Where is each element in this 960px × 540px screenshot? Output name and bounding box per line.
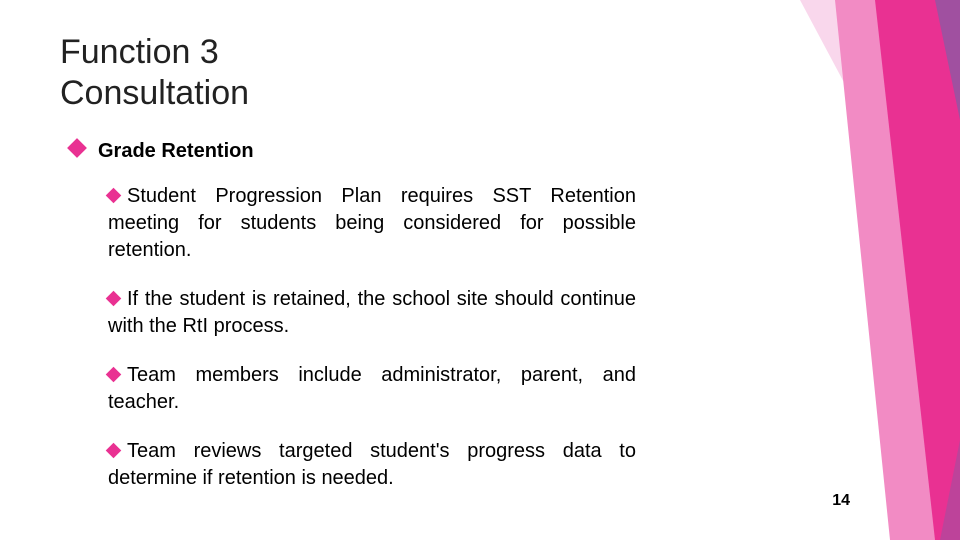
list-item: If the student is retained, the school s… xyxy=(108,286,636,340)
list-item: Student Progression Plan requires SST Re… xyxy=(108,183,636,264)
diamond-bullet-icon xyxy=(106,187,122,203)
list-item: Team reviews targeted student's progress… xyxy=(108,438,636,492)
level1-item: Grade Retention xyxy=(70,140,900,163)
list-item: Team members include administrator, pare… xyxy=(108,362,636,416)
slide-title: Function 3 Consultation xyxy=(60,32,900,114)
title-line1: Function 3 xyxy=(60,33,219,71)
page-number: 14 xyxy=(832,492,850,510)
diamond-bullet-icon xyxy=(106,442,122,458)
level2-list: Student Progression Plan requires SST Re… xyxy=(108,183,636,492)
item-text: If the student is retained, the school s… xyxy=(108,288,636,337)
diamond-bullet-icon xyxy=(106,290,122,306)
item-text: Team members include administrator, pare… xyxy=(108,364,636,413)
diamond-bullet-icon xyxy=(106,366,122,382)
item-text: Student Progression Plan requires SST Re… xyxy=(108,185,636,261)
slide-content: Function 3 Consultation Grade Retention … xyxy=(0,0,960,492)
item-text: Team reviews targeted student's progress… xyxy=(108,440,636,489)
title-line2: Consultation xyxy=(60,74,249,112)
section-heading: Grade Retention xyxy=(98,140,254,162)
diamond-bullet-icon xyxy=(67,138,87,158)
